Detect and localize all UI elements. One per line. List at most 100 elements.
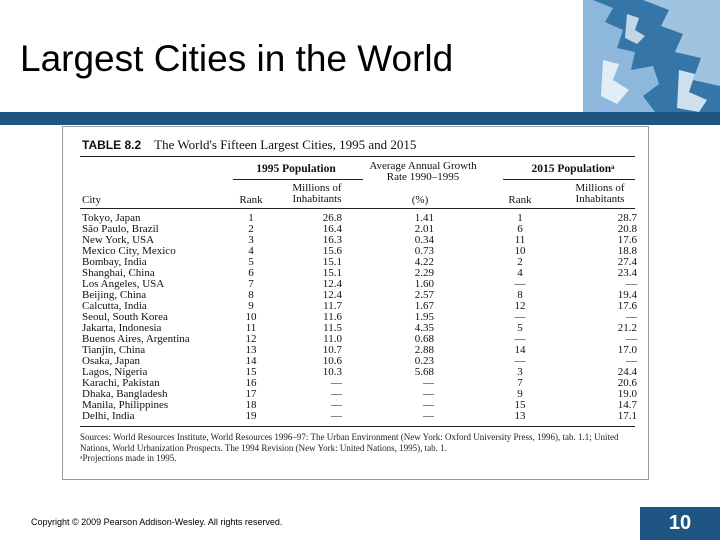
cell-pop-2015: 21.2 bbox=[617, 322, 637, 334]
cell-city: Tokyo, Japan bbox=[82, 212, 141, 224]
cell-pop-2015: 19.4 bbox=[617, 289, 637, 301]
cell-rank-1995: 14 bbox=[245, 355, 257, 367]
cell-rank-2015: 14 bbox=[514, 344, 526, 356]
table-row: Karachi, Pakistan 16 — — 7 20.6 bbox=[80, 378, 640, 389]
cell-growth: 1.67 bbox=[414, 300, 434, 312]
cell-growth: 0.23 bbox=[414, 355, 434, 367]
cell-rank-1995: 15 bbox=[245, 366, 257, 378]
table-row: Buenos Aires, Argentina 12 11.0 0.68 — — bbox=[80, 334, 640, 345]
cell-pop-2015: 23.4 bbox=[617, 267, 637, 279]
footnote-text: ᵃProjections made in 1995. bbox=[80, 453, 177, 463]
cell-rank-2015: 3 bbox=[517, 366, 523, 378]
table-body: Tokyo, Japan 1 26.8 1.41 1 28.7 São Paulo, Bra… bbox=[80, 213, 640, 422]
cell-city: Osaka, Japan bbox=[82, 355, 141, 367]
table-bottom-rule bbox=[80, 426, 635, 427]
cell-growth: 1.60 bbox=[414, 278, 434, 290]
copyright-text: Copyright © 2009 Pearson Addison-Wesley.… bbox=[31, 517, 283, 527]
cell-rank-1995: 18 bbox=[245, 399, 257, 411]
cell-pop-2015: 17.6 bbox=[617, 300, 637, 312]
table-row: Beijing, China 8 12.4 2.57 8 19.4 bbox=[80, 290, 640, 301]
cell-pop-1995: 16.3 bbox=[322, 234, 342, 246]
cell-city: Lagos, Nigeria bbox=[82, 366, 148, 378]
group-header-1995: 1995 Population bbox=[256, 163, 336, 175]
cell-rank-1995: 12 bbox=[245, 333, 257, 345]
group-underline-1995 bbox=[233, 179, 363, 180]
cell-pop-2015: — bbox=[626, 278, 637, 290]
cell-city: Dhaka, Bangladesh bbox=[82, 388, 168, 400]
cell-rank-2015: 10 bbox=[514, 245, 526, 257]
cell-rank-2015: 1 bbox=[517, 212, 523, 224]
cell-pop-2015: 19.0 bbox=[617, 388, 637, 400]
cell-rank-1995: 8 bbox=[248, 289, 254, 301]
cell-growth: 1.95 bbox=[414, 311, 434, 323]
table-row: Calcutta, India 9 11.7 1.67 12 17.6 bbox=[80, 301, 640, 312]
cell-pop-1995: 12.4 bbox=[322, 278, 342, 290]
cell-pop-1995: 11.0 bbox=[323, 333, 342, 345]
cell-city: Shanghai, China bbox=[82, 267, 155, 279]
cell-growth: — bbox=[423, 410, 434, 422]
cell-rank-1995: 13 bbox=[245, 344, 257, 356]
cell-growth: 2.88 bbox=[414, 344, 434, 356]
cell-growth: 5.68 bbox=[414, 366, 434, 378]
cell-rank-1995: 11 bbox=[245, 322, 257, 334]
cell-rank-2015: 8 bbox=[517, 289, 523, 301]
cell-pop-1995: 26.8 bbox=[322, 212, 342, 224]
cell-pop-2015: 17.6 bbox=[617, 234, 637, 246]
cell-growth: — bbox=[423, 399, 434, 411]
cell-rank-1995: 1 bbox=[248, 212, 254, 224]
column-header-pop-1995: Millions of Inhabitants bbox=[292, 182, 342, 205]
cell-rank-2015: — bbox=[514, 311, 526, 323]
cell-pop-1995: 15.6 bbox=[322, 245, 342, 257]
table-caption-text: The World's Fifteen Largest Cities, 1995… bbox=[154, 137, 417, 152]
table-row: Jakarta, Indonesia 11 11.5 4.35 5 21.2 bbox=[80, 323, 640, 334]
cell-city: Buenos Aires, Argentina bbox=[82, 333, 190, 345]
table-row: Tianjin, China 13 10.7 2.88 14 17.0 bbox=[80, 345, 640, 356]
table-top-rule bbox=[80, 156, 635, 157]
cell-growth: 1.41 bbox=[414, 212, 434, 224]
cell-pop-2015: 17.0 bbox=[617, 344, 637, 356]
sources-text: Sources: World Resources Institute, Worl… bbox=[80, 432, 619, 453]
column-header-pop-2015: Millions of Inhabitants bbox=[575, 182, 625, 205]
table-row: Seoul, South Korea 10 11.6 1.95 — — bbox=[80, 312, 640, 323]
cell-city: Delhi, India bbox=[82, 410, 135, 422]
cell-rank-1995: 10 bbox=[245, 311, 257, 323]
table-caption: TABLE 8.2 The World's Fifteen Largest Ci… bbox=[82, 137, 416, 153]
table-row: São Paulo, Brazil 2 16.4 2.01 6 20.8 bbox=[80, 224, 640, 235]
cell-rank-1995: 2 bbox=[248, 223, 254, 235]
cell-pop-1995: — bbox=[331, 388, 342, 400]
cell-rank-1995: 16 bbox=[245, 377, 257, 389]
group-header-2015: 2015 Populationᵃ bbox=[531, 163, 615, 175]
cell-rank-2015: 6 bbox=[517, 223, 523, 235]
table-row: Delhi, India 19 — — 13 17.1 bbox=[80, 411, 640, 422]
cell-rank-1995: 7 bbox=[248, 278, 254, 290]
cell-city: Tianjin, China bbox=[82, 344, 146, 356]
cell-city: São Paulo, Brazil bbox=[82, 223, 159, 235]
cell-growth: 4.22 bbox=[414, 256, 434, 268]
cell-city: New York, USA bbox=[82, 234, 155, 246]
cell-growth: — bbox=[423, 388, 434, 400]
page-number: 10 bbox=[640, 507, 720, 540]
cell-rank-2015: 13 bbox=[514, 410, 526, 422]
footer-bar bbox=[0, 525, 720, 540]
cell-pop-2015: — bbox=[626, 311, 637, 323]
cell-growth: 0.68 bbox=[414, 333, 434, 345]
table-row: Lagos, Nigeria 15 10.3 5.68 3 24.4 bbox=[80, 367, 640, 378]
slide-title: Largest Cities in the World bbox=[20, 38, 454, 79]
cell-rank-2015: 5 bbox=[517, 322, 523, 334]
cell-city: Calcutta, India bbox=[82, 300, 147, 312]
cell-pop-2015: 17.1 bbox=[617, 410, 637, 422]
cell-growth: 2.29 bbox=[414, 267, 434, 279]
table-row: Tokyo, Japan 1 26.8 1.41 1 28.7 bbox=[80, 213, 640, 224]
cell-pop-2015: 20.8 bbox=[617, 223, 637, 235]
cell-pop-1995: 16.4 bbox=[322, 223, 342, 235]
cell-rank-1995: 6 bbox=[248, 267, 254, 279]
cell-rank-1995: 19 bbox=[245, 410, 257, 422]
cell-pop-1995: 11.7 bbox=[323, 300, 342, 312]
cell-pop-1995: 11.6 bbox=[323, 311, 342, 323]
table-row: Manila, Philippines 18 — — 15 14.7 bbox=[80, 400, 640, 411]
cell-pop-1995: — bbox=[331, 377, 342, 389]
cell-growth: 2.01 bbox=[414, 223, 434, 235]
table-row: Bombay, India 5 15.1 4.22 2 27.4 bbox=[80, 257, 640, 268]
table-sources: Sources: World Resources Institute, Worl… bbox=[80, 432, 640, 464]
cell-rank-1995: 4 bbox=[248, 245, 254, 257]
